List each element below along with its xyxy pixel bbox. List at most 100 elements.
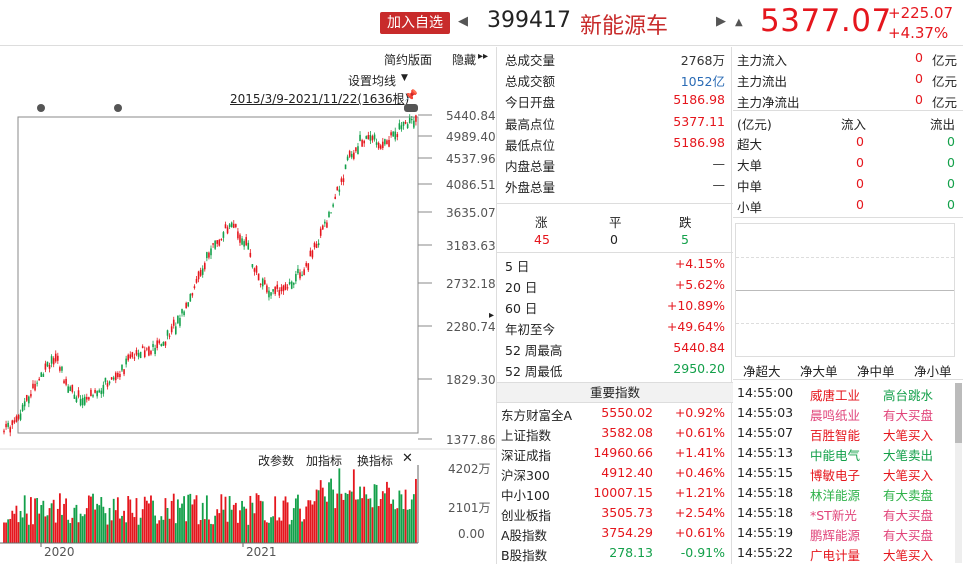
- volume-bar: [400, 494, 403, 543]
- index-name[interactable]: 中小100: [501, 488, 550, 503]
- flow-value: 0: [915, 50, 923, 65]
- simple-layout-button[interactable]: 简约版面: [384, 53, 433, 67]
- dropdown-icon[interactable]: ▼: [401, 73, 408, 83]
- volume-bar: [284, 496, 287, 543]
- candle-body: [261, 278, 264, 287]
- index-pct: +0.61%: [674, 525, 725, 540]
- volume-bar: [290, 519, 293, 543]
- tick-stock[interactable]: 威唐工业: [810, 388, 861, 403]
- tick-stock[interactable]: 百胜智能: [810, 428, 861, 443]
- index-name[interactable]: 上证指数: [501, 428, 552, 443]
- flow-tab[interactable]: 净超大: [743, 364, 781, 379]
- tick-stock[interactable]: 广电计量: [810, 548, 861, 563]
- collapse-right-icon[interactable]: ▸: [489, 310, 495, 321]
- prev-stock-icon[interactable]: ◀: [458, 14, 468, 29]
- double-chevron-right-icon[interactable]: ▸▸: [478, 51, 489, 62]
- pin-icon[interactable]: 📌: [404, 89, 418, 102]
- date-range-label[interactable]: 2015/3/9-2021/11/22(1636根): [230, 92, 410, 106]
- flow-tab[interactable]: 净中单: [857, 364, 895, 379]
- range-handle-icon: [37, 104, 45, 112]
- candle-body: [185, 302, 187, 309]
- stat-value: 5186.98: [673, 134, 725, 150]
- volume-bar: [239, 510, 241, 543]
- volume-bar: [249, 495, 252, 543]
- tick-stock[interactable]: 鹏辉能源: [810, 528, 861, 543]
- period-label: 年初至今: [505, 322, 556, 337]
- period-label: 60 日: [505, 301, 538, 316]
- index-name[interactable]: A股指数: [501, 528, 548, 543]
- period-value: +5.62%: [674, 277, 725, 292]
- index-name[interactable]: 深证成指: [501, 448, 552, 463]
- volume-bar: [187, 494, 190, 543]
- volume-bar: [404, 489, 407, 543]
- ma-settings-button[interactable]: 设置均线: [348, 74, 397, 88]
- tick-stock[interactable]: 林洋能源: [810, 488, 861, 503]
- period-value: 2950.20: [673, 361, 725, 376]
- index-name[interactable]: 沪深300: [501, 468, 550, 483]
- candle-body: [15, 416, 18, 422]
- close-icon[interactable]: ✕: [402, 451, 413, 466]
- kline-chart-panel[interactable]: 简约版面 隐藏 ▸▸ 设置均线 ▼ 2015/3/9-2021/11/22(16…: [0, 47, 496, 564]
- volume-bar: [371, 507, 374, 543]
- volume-bar: [332, 489, 335, 543]
- candle-body: [152, 344, 154, 348]
- candle-body: [65, 378, 67, 385]
- index-name[interactable]: 东方财富全A: [501, 408, 573, 423]
- candle-body: [73, 394, 76, 399]
- index-name[interactable]: B股指数: [501, 548, 548, 563]
- tick-stock[interactable]: 晨鸣纸业: [810, 408, 861, 423]
- candle-body: [193, 286, 196, 289]
- volume-bar: [195, 495, 198, 543]
- next-stock-icon[interactable]: ▶: [716, 14, 726, 29]
- volume-bar: [282, 500, 285, 543]
- candle-body: [170, 326, 173, 333]
- tick-stock[interactable]: 博敏电子: [810, 468, 861, 483]
- add-indicator-button[interactable]: 加指标: [306, 454, 343, 468]
- bell-icon[interactable]: ▲: [735, 17, 743, 28]
- flow-tab[interactable]: 净大单: [800, 364, 838, 379]
- flow-tab[interactable]: 净小单: [914, 364, 952, 379]
- switch-indicator-button[interactable]: 换指标: [357, 454, 394, 468]
- vol-axis-label: 2101万: [448, 501, 491, 515]
- volume-bar: [342, 499, 345, 543]
- tick-stock[interactable]: 中能电气: [810, 448, 861, 463]
- index-value: 3505.73: [601, 505, 653, 520]
- flow-bar-chart: [735, 223, 955, 357]
- index-name[interactable]: 创业板指: [501, 508, 552, 523]
- volume-bar: [121, 515, 123, 543]
- volume-bar: [208, 519, 210, 543]
- flow-out: 0: [947, 155, 955, 170]
- candle-body: [301, 274, 303, 276]
- add-watchlist-button[interactable]: 加入自选: [380, 12, 450, 34]
- volume-bar: [40, 505, 43, 543]
- candle-body: [237, 231, 239, 239]
- tick-stock[interactable]: *ST新光: [810, 508, 857, 523]
- candle-body: [75, 397, 78, 403]
- edit-params-button[interactable]: 改参数: [258, 454, 295, 468]
- candlestick-plot[interactable]: 5440.84 4989.40 4537.96 4086.51 3635.07 3183.…: [0, 47, 496, 564]
- volume-bar: [32, 524, 34, 543]
- candle-body: [71, 384, 74, 392]
- candle-body: [146, 348, 148, 350]
- tick-time: 14:55:00: [737, 385, 794, 400]
- candle-body: [139, 351, 142, 359]
- candle-body: [40, 372, 43, 377]
- candle-body: [106, 383, 109, 387]
- flow-label: 主力流入: [737, 53, 788, 68]
- volume-bar: [5, 522, 7, 543]
- volume-bar: [237, 522, 239, 543]
- tick-action: 大笔买入: [883, 548, 934, 563]
- up-label: 涨: [535, 215, 548, 230]
- candle-body: [61, 366, 63, 371]
- volume-bar: [228, 496, 231, 543]
- volume-bar: [77, 522, 80, 543]
- period-label: 20 日: [505, 280, 538, 295]
- scrollbar[interactable]: [955, 383, 962, 563]
- volume-bar: [73, 507, 76, 543]
- hide-button[interactable]: 隐藏: [452, 53, 477, 67]
- volume-bar: [313, 501, 316, 543]
- candle-body: [402, 121, 405, 126]
- volume-bar: [303, 519, 306, 543]
- volume-bar: [23, 495, 26, 543]
- candle-body: [5, 423, 7, 428]
